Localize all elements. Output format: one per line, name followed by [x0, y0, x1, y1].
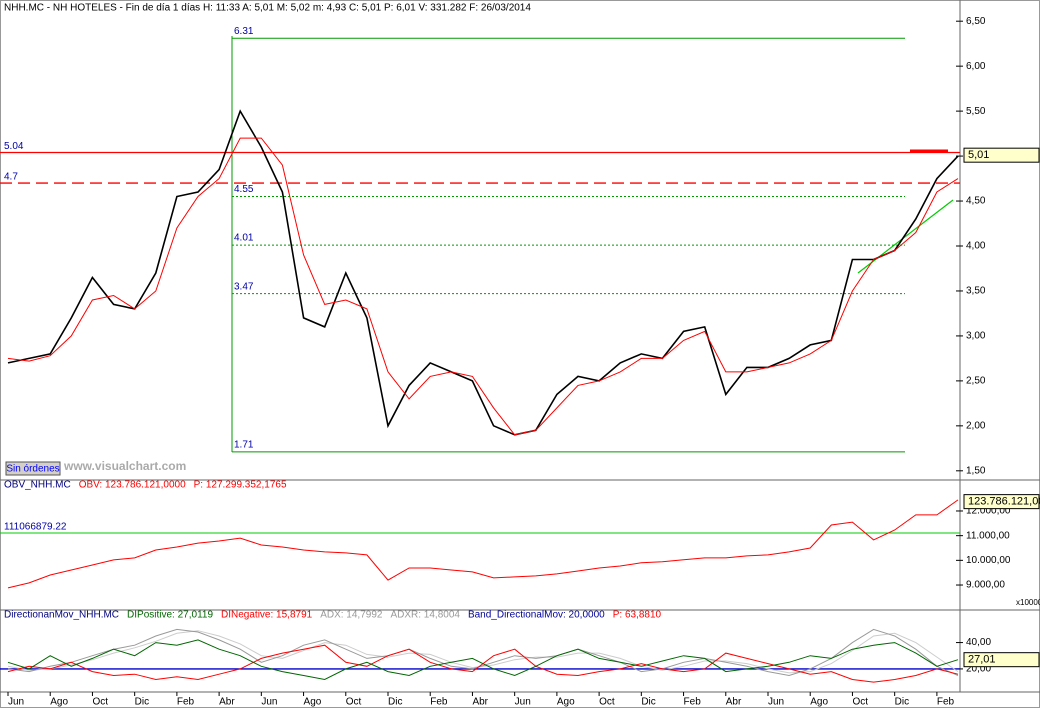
- y-tick-label: 3,00: [966, 331, 986, 342]
- readout: DIPositive: 27,0119: [127, 610, 213, 621]
- fib-level-label: 1.71: [234, 440, 254, 451]
- x-tick-label: Ago: [557, 697, 575, 708]
- x-tick-label: Abr: [472, 697, 488, 708]
- fib-level-label: 4.55: [234, 184, 254, 195]
- y-tick-label: 4,50: [966, 196, 986, 207]
- status-button-label[interactable]: Sin órdenes: [6, 464, 59, 475]
- readout: ADX: 14,7992: [320, 610, 383, 621]
- readout: P: 63,8810: [613, 610, 662, 621]
- series-line: [7, 137, 959, 436]
- x-tick-label: Jun: [8, 697, 24, 708]
- last-value-label: 123.786.121,00: [968, 496, 1040, 508]
- x-tick-label: Oct: [92, 697, 108, 708]
- fib-level-label: 6.31: [234, 26, 254, 37]
- x-tick-label: Feb: [177, 697, 195, 708]
- x-tick-label: Oct: [346, 697, 362, 708]
- y-tick-label: 5,50: [966, 106, 986, 117]
- x-tick-label: Dic: [895, 697, 909, 708]
- x-tick-label: Abr: [219, 697, 235, 708]
- y-tick-label: 1,50: [966, 465, 986, 476]
- y-tick-label: 11.000,00: [966, 530, 1010, 541]
- y-tick-label: 6,50: [966, 16, 986, 27]
- last-value-box: [963, 147, 1040, 163]
- scale-note: x10000: [1016, 598, 1040, 607]
- y-tick-label: 6,00: [966, 61, 986, 72]
- watermark: www.visualchart.com: [63, 459, 186, 473]
- fib-level-label: 4.01: [234, 233, 254, 244]
- x-tick-label: Abr: [726, 697, 742, 708]
- x-tick-label: Feb: [937, 697, 955, 708]
- x-tick-label: Oct: [599, 697, 615, 708]
- y-tick-label: 4,00: [966, 241, 986, 252]
- x-tick-label: Jun: [515, 697, 531, 708]
- trend-line: [857, 199, 954, 274]
- x-tick-label: Ago: [50, 697, 68, 708]
- last-value-box: [963, 494, 1040, 510]
- last-value-box: [963, 652, 1040, 668]
- x-tick-label: Ago: [810, 697, 828, 708]
- series-line: [7, 628, 959, 677]
- panel-title: OBV_NHH.MC: [4, 480, 71, 491]
- x-tick-label: Dic: [135, 697, 149, 708]
- y-tick-label: 3,50: [966, 286, 986, 297]
- x-tick-label: Feb: [684, 697, 702, 708]
- readout: OBV: 123.786.121,0000: [79, 480, 186, 491]
- y-tick-label: 2,00: [966, 420, 986, 431]
- resistance-label: 5.04: [4, 141, 24, 152]
- last-value-label: 27,01: [968, 654, 996, 666]
- y-tick-label: 9.000,00: [966, 580, 1005, 591]
- last-value-label: 5,01: [968, 149, 989, 161]
- panel-title: DirectionanMov_NHH.MC: [4, 610, 119, 621]
- y-tick-label: 2,50: [966, 376, 986, 387]
- y-tick-label: 20,00: [966, 664, 991, 675]
- fib-level-label: 3.47: [234, 281, 254, 292]
- readout: P: 127.299.352,1765: [194, 480, 287, 491]
- series-line: [7, 109, 959, 436]
- x-tick-label: Oct: [852, 697, 868, 708]
- y-tick-label: 40,00: [966, 637, 991, 648]
- x-tick-label: Dic: [641, 697, 655, 708]
- resistance-label: 4.7: [4, 172, 18, 183]
- y-tick-label: 10.000,00: [966, 555, 1011, 566]
- status-button[interactable]: [5, 461, 61, 476]
- chart-title: NHH.MC - NH HOTELES - Fin de día 1 días …: [4, 3, 531, 14]
- readout: DINegative: 15,8791: [221, 610, 313, 621]
- x-tick-label: Ago: [304, 697, 322, 708]
- readout: ADXR: 14,8004: [390, 610, 460, 621]
- x-tick-label: Jun: [261, 697, 277, 708]
- series-line: [7, 499, 959, 589]
- x-tick-label: Jun: [768, 697, 784, 708]
- series-line: [7, 639, 959, 681]
- x-tick-label: Dic: [388, 697, 402, 708]
- x-tick-label: Feb: [430, 697, 448, 708]
- readout: Band_DirectionalMov: 20,0000: [468, 610, 605, 621]
- obv-level-label: 111066879.22: [4, 522, 67, 533]
- y-tick-label: 12.000,00: [966, 506, 1011, 517]
